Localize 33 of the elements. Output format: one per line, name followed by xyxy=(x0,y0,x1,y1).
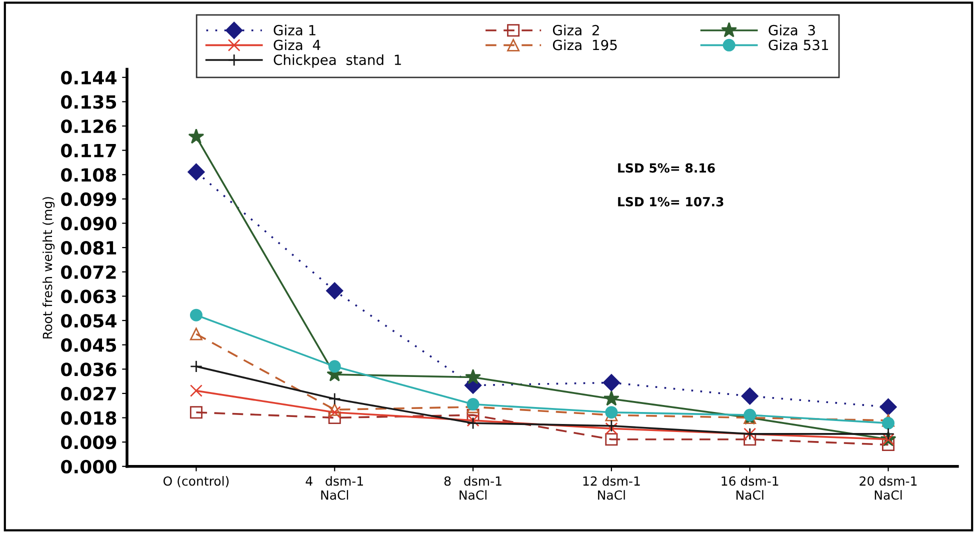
legend-label: Chickpea stand 1 xyxy=(274,54,401,68)
legend-label: Giza 195 xyxy=(552,39,617,50)
legend-label: Giza 3 xyxy=(768,24,815,36)
y-tick-label: 0.108 xyxy=(61,168,116,182)
y-tick-label: 0.144 xyxy=(61,70,116,85)
x-tick-label: O (control) xyxy=(163,476,229,488)
y-tick-label: 0.126 xyxy=(61,119,116,134)
x-tick-label: 20 dsm-1 NaCl xyxy=(860,476,917,500)
y-tick-label: 0.018 xyxy=(61,411,116,425)
y-tick-label: 0.027 xyxy=(61,386,116,401)
y-tick-label: 0.072 xyxy=(61,265,116,279)
legend-label: Giza 2 xyxy=(552,24,599,36)
y-tick-label: 0.081 xyxy=(61,241,116,255)
x-tick-label: 8 dsm-1 NaCl xyxy=(444,476,502,500)
annotation: LSD 1%= 107.3 xyxy=(618,197,724,206)
annotation: LSD 5%= 8.16 xyxy=(618,163,715,173)
y-tick-label: 0.000 xyxy=(61,460,116,474)
x-tick-label: 4 dsm-1 NaCl xyxy=(306,476,363,500)
y-tick-label: 0.090 xyxy=(61,216,116,230)
x-tick-label: 16 dsm-1 NaCl xyxy=(722,476,778,500)
legend-label: Giza 531 xyxy=(768,39,828,50)
y-tick-label: 0.117 xyxy=(61,144,116,158)
legend-label: Giza 1 xyxy=(274,24,316,36)
y-tick-label: 0.054 xyxy=(61,314,116,328)
y-axis-title: Root fresh weight (mg) xyxy=(42,197,55,338)
legend-label: Giza 4 xyxy=(274,39,320,50)
y-tick-label: 0.036 xyxy=(61,362,116,376)
y-tick-label: 0.099 xyxy=(61,192,116,206)
y-tick-label: 0.135 xyxy=(61,95,116,109)
x-tick-label: 12 dsm-1 NaCl xyxy=(583,476,640,500)
y-tick-label: 0.063 xyxy=(61,290,116,304)
y-tick-label: 0.009 xyxy=(61,436,116,450)
y-tick-label: 0.045 xyxy=(61,338,116,352)
